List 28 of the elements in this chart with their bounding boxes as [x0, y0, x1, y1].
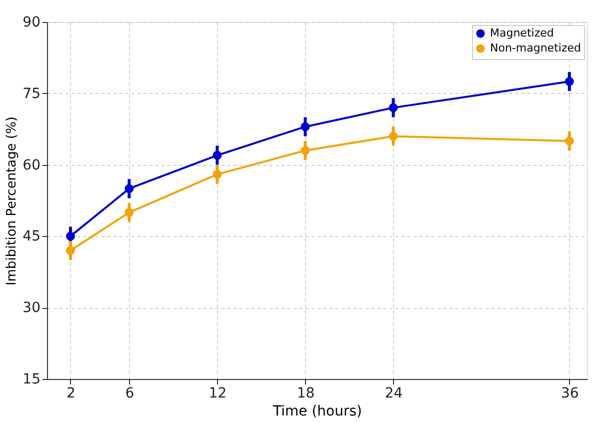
- point: [212, 170, 222, 179]
- point: [212, 150, 222, 160]
- x-tick-label: 2: [66, 386, 76, 402]
- point: [388, 132, 398, 141]
- legend-label: Magnetized: [490, 26, 554, 40]
- x-axis-title: Time (hours): [272, 404, 362, 420]
- y-tick-label: 45: [22, 228, 40, 245]
- y-tick-label: 75: [22, 86, 40, 102]
- y-tick-label: 30: [22, 300, 40, 316]
- x-tick-label: 36: [560, 386, 579, 402]
- y-tick-label: 60: [22, 157, 40, 174]
- point: [564, 136, 574, 146]
- point: [300, 122, 310, 132]
- point: [66, 246, 75, 255]
- point: [564, 77, 574, 86]
- y-axis-title: Imbibition Percentage (%): [4, 116, 20, 286]
- x-tick-label: 6: [125, 386, 134, 402]
- point: [124, 208, 134, 217]
- point: [300, 146, 310, 155]
- point: [388, 103, 398, 112]
- y-tick-label: 90: [22, 14, 40, 30]
- legend-label: Non-magnetized: [490, 42, 581, 54]
- point: [124, 184, 134, 194]
- y-tick-label: 15: [22, 372, 40, 388]
- x-tick-label: 18: [296, 386, 315, 402]
- x-tick-label: 12: [208, 386, 227, 402]
- x-tick-label: 24: [384, 386, 403, 402]
- point: [66, 232, 75, 241]
